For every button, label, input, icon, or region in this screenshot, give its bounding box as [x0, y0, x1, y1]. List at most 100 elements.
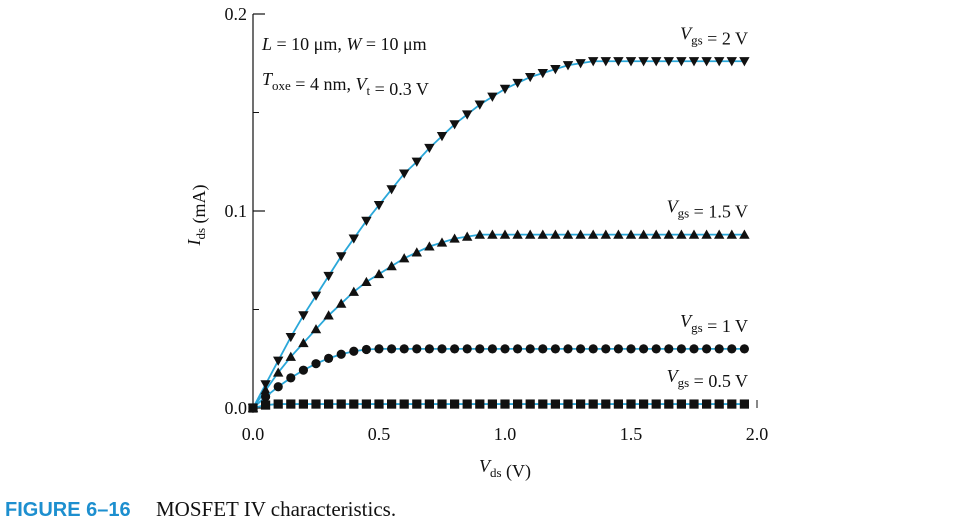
- data-point: [437, 399, 447, 409]
- data-point: [651, 229, 662, 239]
- data-point: [273, 367, 284, 377]
- data-point: [387, 399, 397, 409]
- annotation: Toxe = 4 nm, Vt = 0.3 V: [262, 69, 429, 99]
- series-line: [252, 60, 745, 409]
- y-tick-label: 0.1: [225, 201, 248, 221]
- data-point: [324, 353, 334, 363]
- data-point: [663, 57, 674, 67]
- data-point: [739, 344, 750, 354]
- data-point: [374, 399, 384, 409]
- data-point: [664, 399, 674, 409]
- data-point: [739, 229, 750, 239]
- data-point: [563, 344, 573, 354]
- data-point: [248, 403, 258, 413]
- data-point: [336, 252, 347, 262]
- data-point: [651, 57, 662, 67]
- data-point: [601, 399, 611, 409]
- data-point: [639, 344, 649, 354]
- data-point: [424, 399, 434, 409]
- data-point: [286, 373, 296, 383]
- series-line: [252, 233, 745, 409]
- data-point: [311, 359, 321, 369]
- data-point: [424, 344, 434, 354]
- data-point: [412, 344, 422, 354]
- data-point: [386, 261, 397, 271]
- data-point: [702, 344, 712, 354]
- data-point: [726, 229, 737, 239]
- data-point: [436, 237, 448, 247]
- data-point: [575, 229, 586, 239]
- x-tick-label: 0.5: [368, 424, 391, 444]
- data-point: [714, 229, 725, 239]
- data-point: [311, 399, 321, 409]
- series-label: Vgs = 1.5 V: [667, 197, 748, 222]
- data-point: [361, 216, 372, 226]
- annotation: L = 10 μm, W = 10 μm: [261, 34, 427, 54]
- data-point: [487, 92, 498, 102]
- data-point: [689, 344, 699, 354]
- series-label: Vgs = 0.5 V: [667, 366, 748, 391]
- data-point: [676, 229, 687, 239]
- data-point: [424, 241, 435, 251]
- data-point: [739, 57, 750, 67]
- data-point: [550, 229, 561, 239]
- data-point: [676, 57, 687, 67]
- x-tick-label: 1.5: [620, 424, 643, 444]
- data-point: [487, 229, 498, 239]
- data-point: [613, 229, 624, 239]
- data-point: [324, 399, 334, 409]
- data-point: [298, 399, 308, 409]
- x-tick-label: 0.0: [242, 424, 265, 444]
- data-point: [399, 253, 410, 263]
- x-tick-label: 2.0: [746, 424, 769, 444]
- data-point: [537, 229, 548, 239]
- data-point: [688, 229, 700, 239]
- data-point: [273, 399, 283, 409]
- data-point: [450, 399, 460, 409]
- data-point: [613, 57, 624, 67]
- data-point: [513, 399, 523, 409]
- data-point: [273, 356, 284, 366]
- data-point: [550, 399, 560, 409]
- x-axis-label: Vds (V): [479, 456, 531, 482]
- data-point: [260, 385, 271, 395]
- data-point: [500, 344, 510, 354]
- data-point: [626, 399, 636, 409]
- x-tick-label: 1.0: [494, 424, 517, 444]
- data-point: [450, 344, 460, 354]
- data-point: [437, 344, 447, 354]
- data-point: [739, 399, 749, 409]
- data-point: [373, 200, 385, 211]
- data-point: [601, 344, 611, 354]
- data-point: [462, 110, 473, 120]
- data-point: [676, 399, 686, 409]
- data-point: [639, 399, 649, 409]
- data-point: [525, 229, 536, 239]
- series-label: Vgs = 1 V: [680, 311, 748, 336]
- data-point: [374, 344, 384, 354]
- data-point: [575, 59, 586, 69]
- data-point: [727, 344, 737, 354]
- data-point: [261, 400, 271, 410]
- data-point: [588, 344, 598, 354]
- data-point: [349, 399, 359, 409]
- data-point: [625, 57, 637, 67]
- data-point: [399, 399, 409, 409]
- data-point: [475, 399, 485, 409]
- data-point: [537, 69, 548, 79]
- data-point: [525, 344, 535, 354]
- data-point: [336, 349, 346, 359]
- data-point: [701, 229, 712, 239]
- data-point: [664, 344, 674, 354]
- data-point: [563, 399, 573, 409]
- data-point: [727, 399, 737, 409]
- data-point: [550, 344, 561, 354]
- data-point: [588, 57, 599, 67]
- data-point: [298, 311, 309, 321]
- data-point: [310, 291, 322, 301]
- data-point: [462, 231, 473, 241]
- data-point: [663, 229, 674, 239]
- data-point: [386, 185, 397, 195]
- data-point: [285, 351, 296, 361]
